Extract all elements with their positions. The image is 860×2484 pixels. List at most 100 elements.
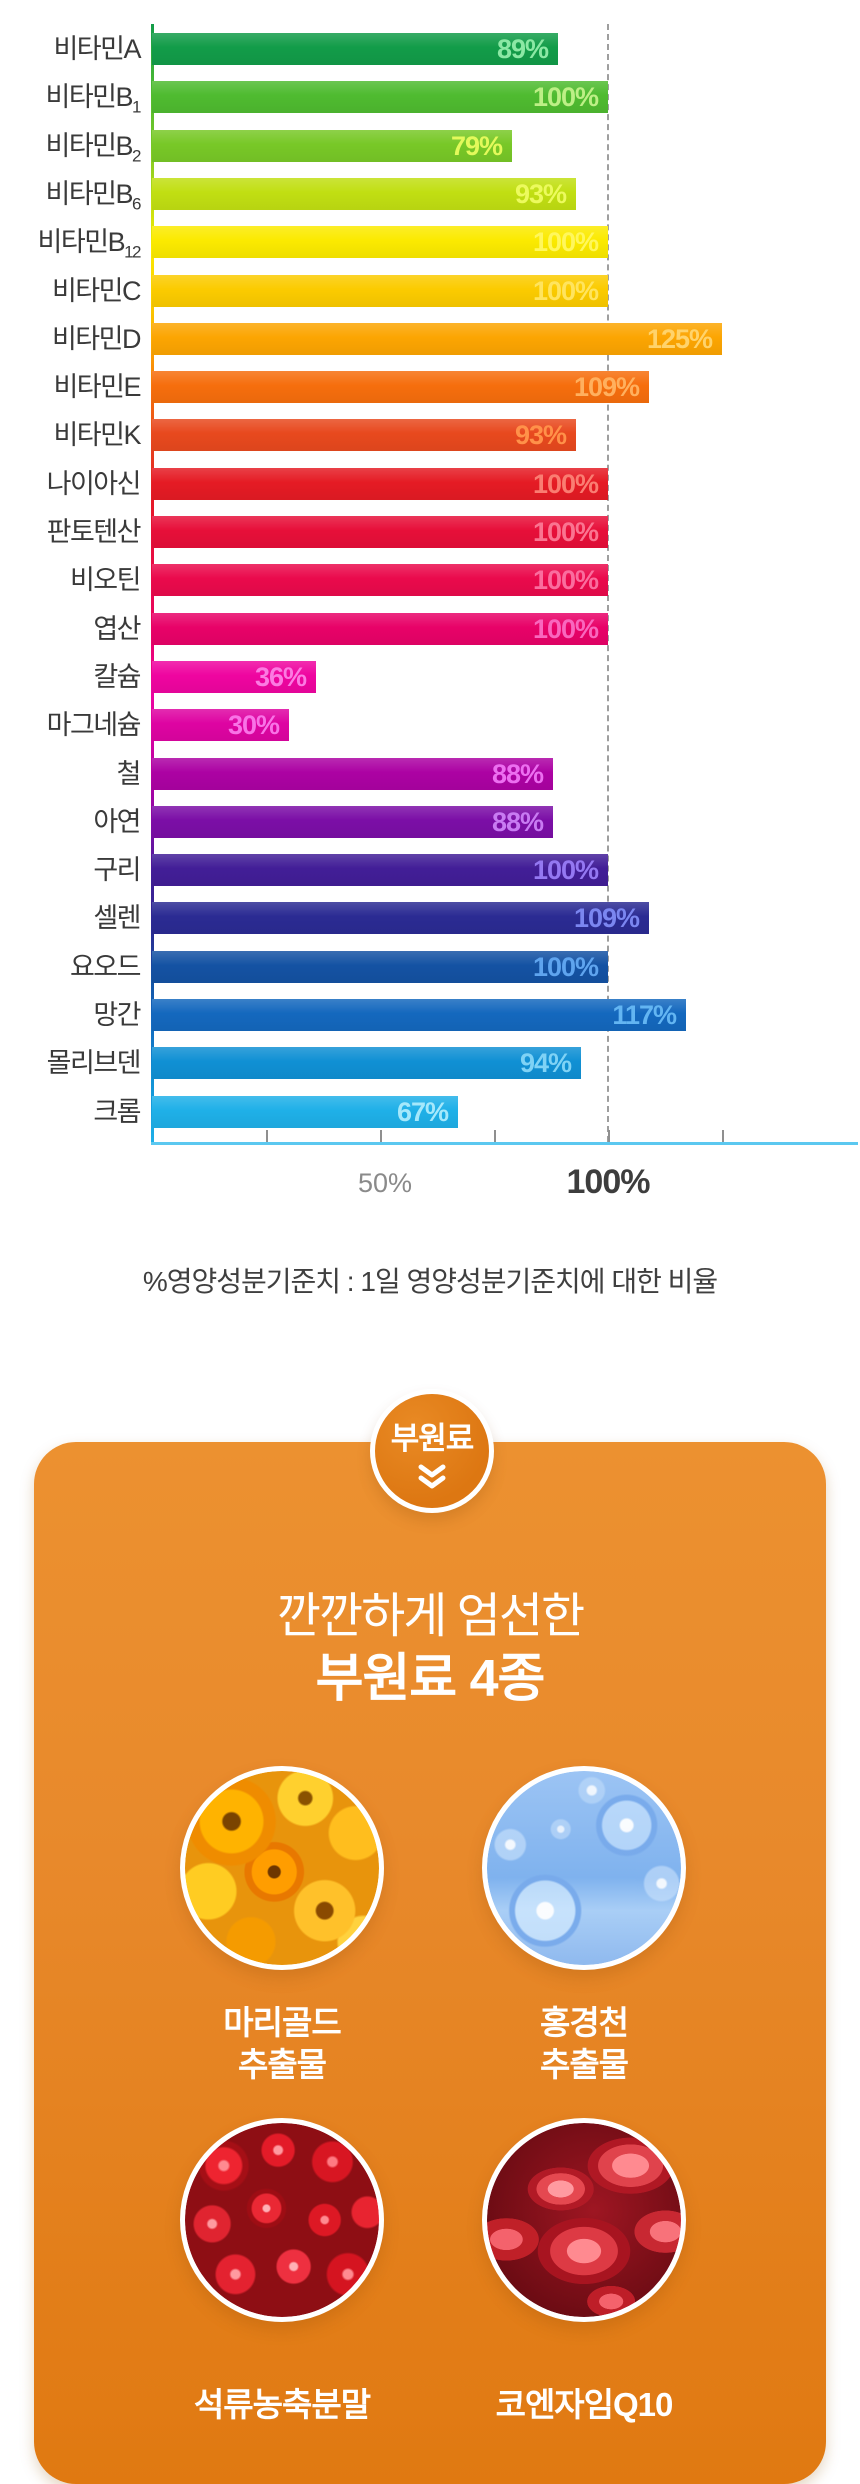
bar-row: 비타민B12 100% xyxy=(0,226,860,262)
bar-row: 비타민B2 79% xyxy=(0,130,860,166)
bar-row: 구리 100% xyxy=(0,854,860,886)
x-axis-tick xyxy=(608,1130,610,1142)
bar-value: 79% xyxy=(450,131,503,161)
bar-value: 109% xyxy=(573,903,640,933)
bar: 100% xyxy=(152,613,608,645)
bar-label: 비타민K xyxy=(53,420,141,450)
bar-value: 36% xyxy=(254,662,307,692)
bar: 100% xyxy=(152,564,608,596)
bar: 100% xyxy=(152,951,608,983)
bar-label: 비타민B1 xyxy=(45,82,142,117)
bar-row: 몰리브덴 94% xyxy=(0,1047,860,1079)
bar: 100% xyxy=(152,275,608,307)
ingredient-label-rhodiola: 홍경천 추출물 xyxy=(539,2004,629,2083)
bar-label: 아연 xyxy=(93,807,141,837)
bar: 100% xyxy=(152,81,608,113)
section-title-line2: 부원료 4종 xyxy=(315,1650,546,1708)
bar-value: 88% xyxy=(491,759,544,789)
bar-row: 요오드 100% xyxy=(0,951,860,983)
bar-value: 100% xyxy=(532,855,599,885)
section-title-line1: 깐깐하게 엄선한 xyxy=(276,1590,585,1643)
bar-row: 비타민D 125% xyxy=(0,323,860,355)
bar-row: 비타민B1 100% xyxy=(0,81,860,117)
x-axis-tick xyxy=(266,1130,268,1142)
double-chevron-down-icon xyxy=(418,1464,446,1488)
bar: 88% xyxy=(152,758,553,790)
bar-value: 100% xyxy=(532,469,599,499)
bar-value: 93% xyxy=(514,179,567,209)
bar: 88% xyxy=(152,806,553,838)
bar-value: 94% xyxy=(519,1048,572,1078)
bar: 30% xyxy=(152,709,289,741)
bar: 100% xyxy=(152,854,608,886)
bar-value: 100% xyxy=(532,276,599,306)
bar-row: 셀렌 109% xyxy=(0,902,860,934)
bar-value: 89% xyxy=(496,34,549,64)
bar-label: 비타민B12 xyxy=(37,227,142,262)
bar-label: 엽산 xyxy=(93,614,141,644)
ingredient-photo-coq10 xyxy=(482,2118,686,2322)
bar-label: 망간 xyxy=(93,1000,141,1030)
ingredient-photo-pomegranate xyxy=(180,2118,384,2322)
ingredient-photo-marigold xyxy=(180,1766,384,1970)
bar: 125% xyxy=(152,323,722,355)
bar-row: 비타민C 100% xyxy=(0,275,860,307)
bar-label: 비타민B2 xyxy=(45,131,142,166)
bar-label: 마그네슘 xyxy=(46,710,142,740)
bar-label: 비타민B6 xyxy=(45,179,142,214)
bar-value: 67% xyxy=(396,1097,449,1127)
bar: 67% xyxy=(152,1096,458,1128)
bar-value: 100% xyxy=(532,952,599,982)
marigold-flowers-image xyxy=(185,1771,379,1965)
blue-bubbles-image xyxy=(487,1771,681,1965)
bar-label: 나이아신 xyxy=(46,469,142,499)
chart-footnote: %영양성분기준치 : 1일 영양성분기준치에 대한 비율 xyxy=(142,1266,718,1297)
guideline-100pct xyxy=(607,24,609,1142)
bar: 109% xyxy=(152,902,649,934)
bar-label: 구리 xyxy=(93,855,141,885)
ingredient-label-pomegranate: 석류농축분말 xyxy=(193,2386,371,2423)
bar-row: 망간 117% xyxy=(0,999,860,1031)
bar-value: 100% xyxy=(532,614,599,644)
bar: 89% xyxy=(152,33,558,65)
bar-value: 100% xyxy=(532,227,599,257)
x-axis-tick xyxy=(494,1130,496,1142)
bar-value: 125% xyxy=(646,324,713,354)
bar-row: 크롬 67% xyxy=(0,1096,860,1128)
bar-label: 비타민C xyxy=(51,276,142,306)
bar-row: 판토텐산 100% xyxy=(0,516,860,548)
bar: 36% xyxy=(152,661,316,693)
bar-label: 비오틴 xyxy=(69,565,142,595)
bar-row: 철 88% xyxy=(0,758,860,790)
ingredient-photo-rhodiola xyxy=(482,1766,686,1970)
ingredient-label-coq10: 코엔자임Q10 xyxy=(495,2386,674,2423)
bar-label: 비타민A xyxy=(53,34,141,64)
bar-label: 셀렌 xyxy=(93,903,141,933)
bar-label: 비타민D xyxy=(51,324,142,354)
bar-value: 30% xyxy=(227,710,280,740)
bar-row: 엽산 100% xyxy=(0,613,860,645)
bar-chart: 50% 100% 비타민A 89% 비타민B1 100% 비타민B2 79% 비… xyxy=(0,0,860,1201)
bar-label: 몰리브덴 xyxy=(46,1048,142,1078)
badge-label: 부원료 xyxy=(390,1420,475,1456)
bar: 100% xyxy=(152,516,608,548)
bar-value: 88% xyxy=(491,807,544,837)
x-axis-tick xyxy=(380,1130,382,1142)
sub-ingredients-badge: 부원료 xyxy=(370,1389,494,1513)
bar-label: 칼슘 xyxy=(93,662,141,692)
ingredient-label-marigold: 마리골드 추출물 xyxy=(223,2004,341,2083)
pomegranate-seeds-image xyxy=(185,2123,379,2317)
bar-label: 비타민E xyxy=(53,372,141,402)
blood-cells-image xyxy=(487,2123,681,2317)
bar-value: 93% xyxy=(514,420,567,450)
sub-ingredients-panel xyxy=(34,1442,826,2484)
bar-row: 나이아신 100% xyxy=(0,468,860,500)
bar: 100% xyxy=(152,468,608,500)
bar-row: 비타민B6 93% xyxy=(0,178,860,214)
bar-row: 비오틴 100% xyxy=(0,564,860,596)
bar-value: 109% xyxy=(573,372,640,402)
bar-label: 요오드 xyxy=(69,952,142,982)
x-axis-tick xyxy=(722,1130,724,1142)
bar-row: 비타민E 109% xyxy=(0,371,860,403)
